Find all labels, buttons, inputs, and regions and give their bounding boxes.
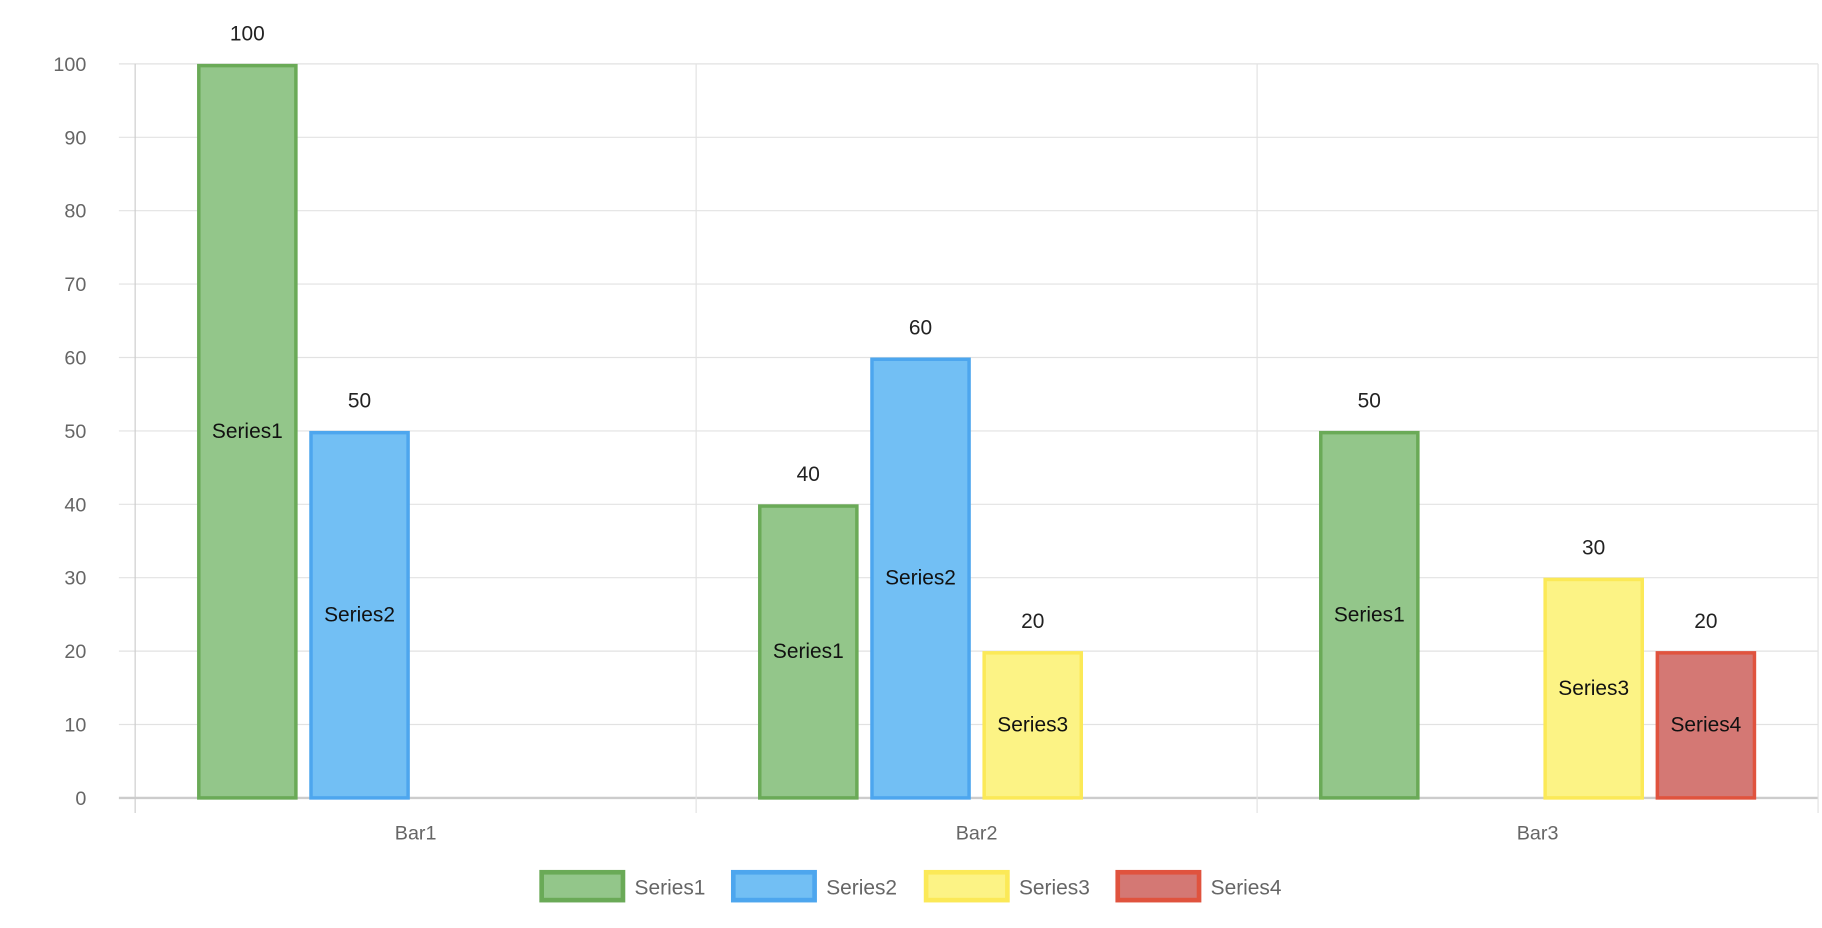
bar-series4-bar3 <box>1655 651 1757 800</box>
legend-item-series2[interactable]: Series2 <box>730 869 897 903</box>
legend-label: Series2 <box>826 876 897 899</box>
y-tick-label: 10 <box>64 714 86 736</box>
data-label-series: Series4 <box>1670 713 1741 736</box>
data-label-value: 50 <box>1358 390 1381 413</box>
y-tick-label: 40 <box>64 494 86 516</box>
data-label-series: Series2 <box>324 603 395 626</box>
data-label-value: 30 <box>1582 536 1605 559</box>
x-tick-label: Bar1 <box>395 823 437 845</box>
data-label-series: Series2 <box>885 567 956 590</box>
bar-series3-bar3 <box>1543 577 1644 800</box>
bar-series3-bar2 <box>982 651 1084 800</box>
data-label-value: 40 <box>797 463 820 486</box>
legend-swatch <box>539 869 626 903</box>
legend-item-series3[interactable]: Series3 <box>923 869 1090 903</box>
bar-series1-bar2 <box>758 504 859 800</box>
legend-swatch <box>730 869 817 903</box>
bars: 100 Series1 40 Series1 50 Series1 50 Series2 60 S… <box>197 23 1757 800</box>
data-label-series: Series1 <box>212 420 283 443</box>
y-tick-label: 30 <box>64 568 86 590</box>
y-tick-label: 70 <box>64 274 86 296</box>
y-tick-label: 80 <box>64 201 86 223</box>
data-label-value: 100 <box>230 23 265 46</box>
data-label-series: Series3 <box>997 713 1068 736</box>
legend-label: Series3 <box>1019 876 1090 899</box>
y-tick-label: 100 <box>53 54 86 76</box>
bar-series2-bar2 <box>870 357 971 800</box>
legend-swatch <box>1115 869 1202 903</box>
data-label-value: 20 <box>1021 610 1044 633</box>
y-tick-label: 20 <box>64 641 86 663</box>
bar-series2-bar1 <box>309 430 410 800</box>
x-tick-label: Bar3 <box>1517 823 1559 845</box>
legend-swatch <box>923 869 1010 903</box>
data-label-value: 20 <box>1694 610 1717 633</box>
bar-series1-bar3 <box>1319 430 1420 800</box>
y-tick-label: 60 <box>64 347 86 369</box>
legend: Series1 Series2 Series3 Series4 <box>539 869 1282 903</box>
y-tick-label: 90 <box>64 127 86 149</box>
legend-label: Series1 <box>635 876 706 899</box>
y-tick-label: 50 <box>64 421 86 443</box>
legend-label: Series4 <box>1211 876 1282 899</box>
data-label-series: Series1 <box>1334 603 1405 626</box>
data-label-value: 60 <box>909 316 932 339</box>
y-tick-label: 0 <box>75 788 86 810</box>
data-label-series: Series1 <box>773 640 844 663</box>
bar-series1-bar1 <box>197 63 298 800</box>
data-label-value: 50 <box>348 390 371 413</box>
legend-item-series4[interactable]: Series4 <box>1115 869 1282 903</box>
legend-item-series1[interactable]: Series1 <box>539 869 706 903</box>
x-tick-label: Bar2 <box>956 823 998 845</box>
data-label-series: Series3 <box>1558 677 1629 700</box>
